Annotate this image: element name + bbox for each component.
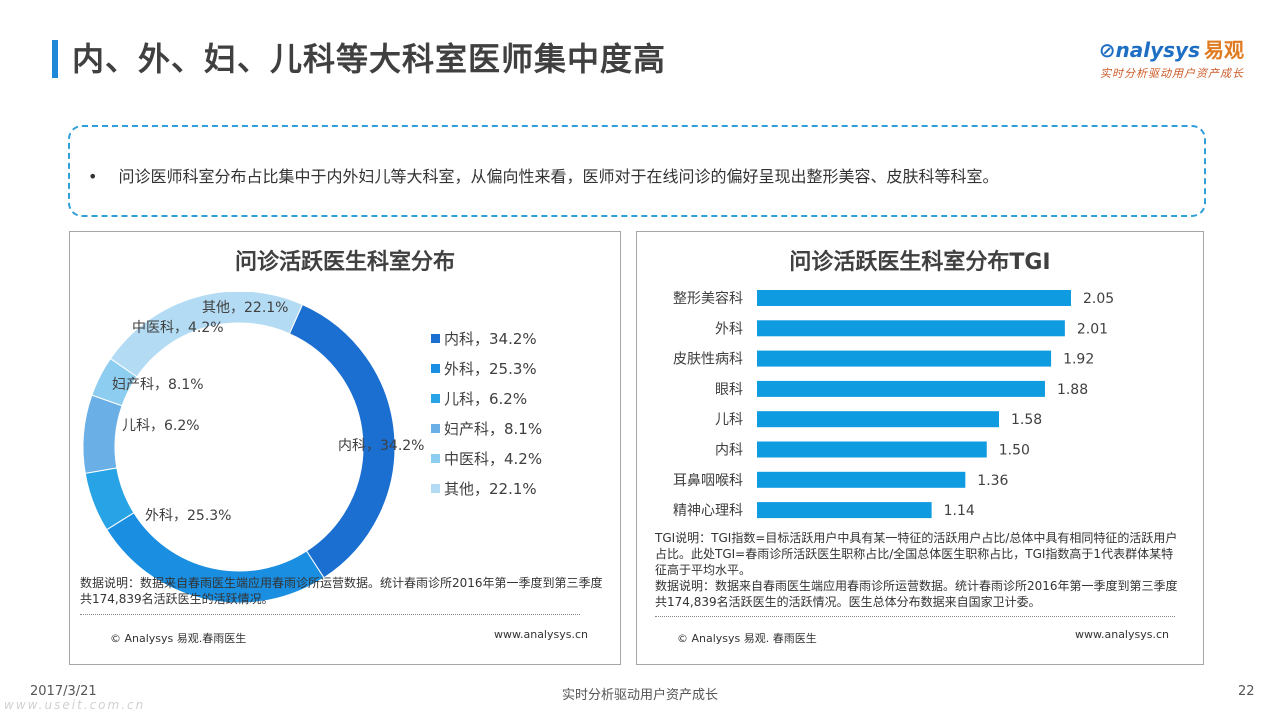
right-copyright: © Analysys 易观. 春雨医生 [677,632,817,645]
donut-chart: 内科，34.2% 外科，25.3% 儿科，6.2% 妇产科，8.1% 中医科，4.2% 其… [82,292,542,604]
summary-line: • 问诊医师科室分布占比集中于内外妇儿等大科室，从偏向性来看，医师对于在线问诊的… [88,163,999,187]
tgi-value-label-2: 2.01 [1077,321,1108,337]
right-url: www.analysys.cn [1075,628,1169,641]
legend-label-5: 中医科，4.2% [444,450,542,468]
tgi-bar-4 [757,380,1045,397]
legend-label-3: 儿科，6.2% [444,390,527,408]
tgi-category-label-8: 精神心理科 [673,503,743,519]
summary-box: • 问诊医师科室分布占比集中于内外妇儿等大科室，从偏向性来看，医师对于在线问诊的… [68,125,1206,217]
left-note-divider [80,614,580,615]
legend-swatch-6 [431,484,440,493]
tgi-bar-3 [757,350,1052,367]
footer-page-number: 22 [1238,684,1255,699]
legend-swatch-3 [431,394,440,403]
bullet: • [88,167,98,186]
title-accent-bar [52,40,58,78]
tgi-bar-chart: 整形美容科 2.05 外科 2.01 皮肤性病科 1.92 眼科 1.88 儿科 1.58 内科 1.… [673,290,1114,519]
tgi-category-label-3: 皮肤性病科 [673,352,743,368]
donut-slice-6 [109,292,304,378]
left-data-note: 数据说明：数据来自春雨医生端应用春雨诊所运营数据。统计春雨诊所2016年第一季度… [80,576,603,606]
donut-slice-4 [82,394,123,474]
tgi-chart-title: 问诊活跃医生科室分布TGI [789,250,1051,275]
donut-chart-title: 问诊活跃医生科室分布 [234,250,455,275]
summary-text: 问诊医师科室分布占比集中于内外妇儿等大科室，从偏向性来看，医师对于在线问诊的偏好… [118,167,999,186]
tgi-bar-7 [757,471,966,488]
tgi-value-label-8: 1.14 [944,503,975,519]
tgi-bar-8 [757,502,932,519]
tgi-bar-1 [757,290,1071,306]
donut-slice-label-3: 儿科，6.2% [122,418,200,434]
logo-tagline: 实时分析驱动用户资产成长 [1100,67,1244,80]
tgi-category-label-1: 整形美容科 [673,290,743,307]
tgi-note: TGI说明：TGI指数=目标活跃用户中具有某一特征的活跃用户占比/总体中具有相同… [655,531,1178,577]
legend-label-1: 内科，34.2% [444,330,537,348]
donut-slice-label-6: 其他，22.1% [202,300,288,316]
tgi-value-label-4: 1.88 [1057,382,1088,398]
tgi-category-label-5: 儿科 [715,412,743,428]
tgi-category-label-2: 外科 [715,321,743,337]
tgi-bar-2 [757,320,1065,337]
legend-label-4: 妇产科，8.1% [444,420,542,438]
logo-ring-icon: ⊘ [1098,38,1116,62]
logo-en: nalysys [1115,38,1200,62]
right-note-divider [655,616,1175,617]
legend-swatch-2 [431,364,440,373]
legend-swatch-4 [431,424,440,433]
tgi-value-label-7: 1.36 [977,473,1008,489]
tgi-bar-5 [757,411,1000,428]
logo-cn: 易观 [1204,38,1244,62]
donut-slice-label-5: 中医科，4.2% [132,320,224,336]
legend-swatch-5 [431,454,440,463]
footer-date: 2017/3/21 [30,684,97,699]
legend-label-2: 外科，25.3% [444,360,537,378]
right-data-note: 数据说明：数据来自春雨医生端应用春雨诊所运营数据。统计春雨诊所2016年第一季度… [655,579,1178,609]
watermark-url: www.useit.com.cn [4,698,146,712]
tgi-value-label-3: 1.92 [1063,352,1094,368]
analysys-logo: ⊘nalysys 易观 实时分析驱动用户资产成长 [1074,34,1244,84]
legend-label-6: 其他，22.1% [444,480,537,498]
tgi-value-label-1: 2.05 [1083,291,1114,307]
legend-swatch-1 [431,334,440,343]
tgi-category-label-7: 耳鼻咽喉科 [673,472,743,489]
left-copyright: © Analysys 易观.春雨医生 [110,632,247,645]
donut-slice-label-4: 妇产科，8.1% [112,376,204,393]
tgi-value-label-5: 1.58 [1011,412,1042,428]
donut-slice-label-2: 外科，25.3% [145,508,231,524]
left-url: www.analysys.cn [494,628,588,641]
tgi-bar-6 [757,441,987,458]
footer-tagline: 实时分析驱动用户资产成长 [561,688,718,703]
page-title: 内、外、妇、儿科等大科室医师集中度高 [72,40,667,78]
tgi-category-label-6: 内科 [715,443,743,459]
donut-slice-label-1: 内科，34.2% [338,438,424,454]
tgi-value-label-6: 1.50 [999,443,1030,459]
tgi-category-label-4: 眼科 [715,382,743,398]
tgi-chart-panel: 问诊活跃医生科室分布TGI 整形美容科 2.05 外科 2.01 皮肤性病科 1.92 眼科… [636,231,1204,665]
donut-chart-panel: 问诊活跃医生科室分布 内科，34.2% 外科，25.3% 儿科，6.2% 妇产科，8.… [69,231,621,665]
